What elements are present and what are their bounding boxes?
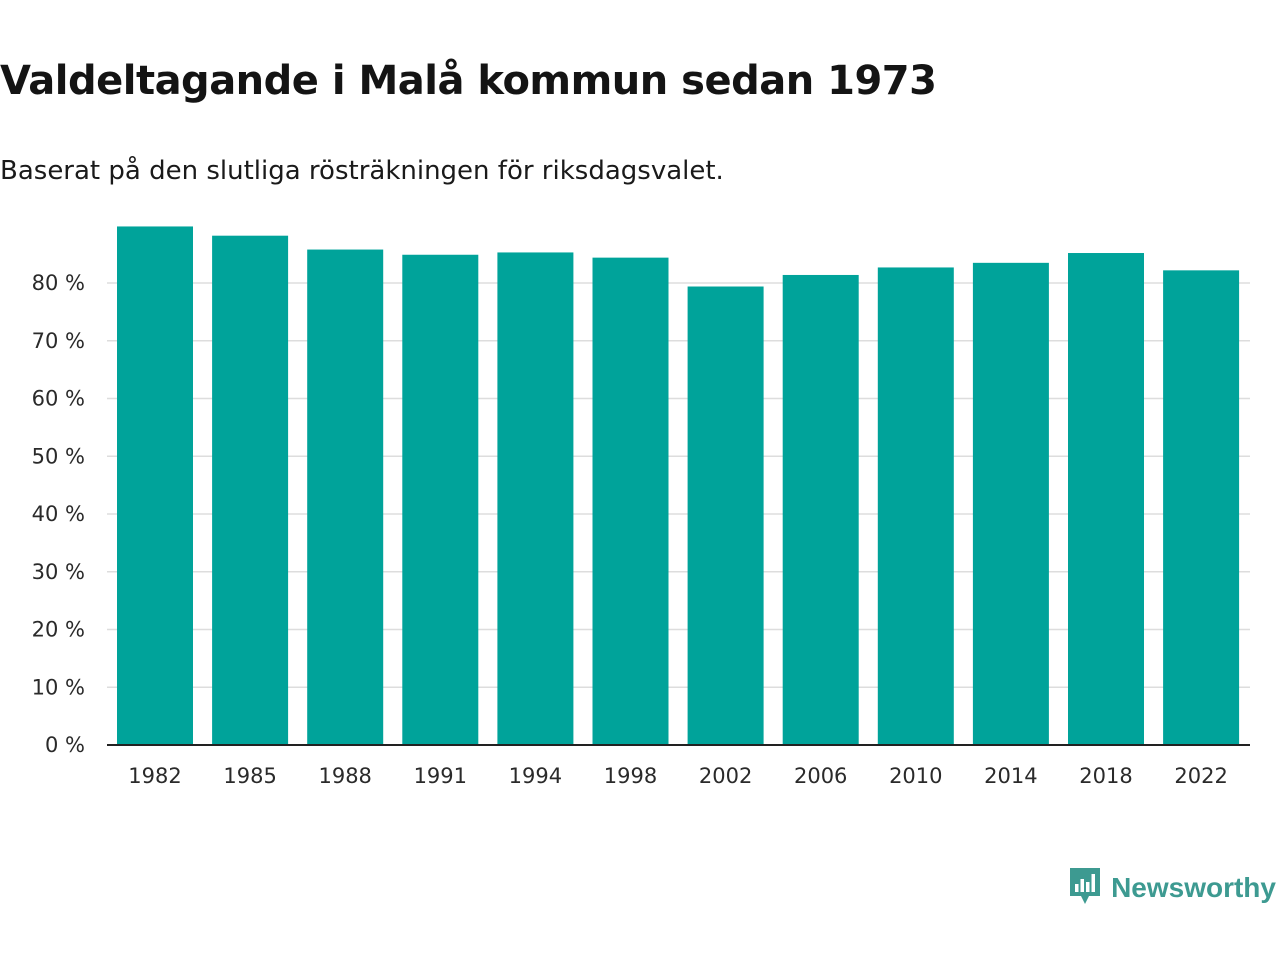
chart-title: Valdeltagande i Malå kommun sedan 1973: [0, 58, 937, 104]
y-tick-label: 40 %: [32, 502, 85, 526]
chart-subtitle: Baserat på den slutliga rösträkningen fö…: [0, 156, 724, 186]
newsworthy-logo-icon: [1067, 866, 1103, 910]
y-tick-label: 70 %: [32, 329, 85, 353]
y-tick-label: 80 %: [32, 271, 85, 295]
bar-1998: [592, 257, 669, 745]
x-tick-label: 2006: [794, 764, 847, 788]
bar-2006: [782, 274, 859, 745]
bar-2014: [972, 262, 1049, 745]
x-tick-label: 1988: [318, 764, 371, 788]
newsworthy-logo-text: Newsworthy: [1111, 872, 1276, 903]
y-tick-label: 20 %: [32, 618, 85, 642]
x-tick-label: 1994: [509, 764, 562, 788]
x-tick-label: 2010: [889, 764, 942, 788]
y-tick-label: 30 %: [32, 560, 85, 584]
x-tick-label: 2002: [699, 764, 752, 788]
y-tick-label: 60 %: [32, 387, 85, 411]
y-tick-label: 0 %: [45, 733, 85, 757]
bar-2018: [1068, 253, 1144, 745]
x-tick-label: 1985: [223, 764, 276, 788]
x-tick-label: 2014: [984, 764, 1037, 788]
bar-chart: 0 % 10 % 20 % 30 % 40 % 50 % 60 % 70 % 80 % 1982 1…: [32, 226, 1250, 788]
bar-2022: [1163, 270, 1240, 745]
bar-1988: [307, 249, 384, 745]
x-tick-label: 1991: [414, 764, 467, 788]
axes: 0 % 10 % 20 % 30 % 40 % 50 % 60 % 70 % 80 % 1982 1…: [32, 271, 1250, 788]
newsworthy-logo: Newsworthy: [1067, 866, 1276, 910]
x-tick-label: 1998: [604, 764, 657, 788]
bars: [117, 226, 1240, 746]
x-tick-label: 2018: [1079, 764, 1132, 788]
gridlines: [107, 282, 1250, 689]
bar-1994: [497, 252, 574, 746]
bar-1985: [212, 235, 289, 745]
y-tick-label: 50 %: [32, 444, 85, 468]
bar-1982: [117, 226, 193, 745]
x-tick-label: 2022: [1174, 764, 1227, 788]
bar-2010: [877, 267, 954, 745]
y-tick-label: 10 %: [32, 675, 85, 699]
bar-1991: [402, 254, 479, 745]
bar-2002: [687, 286, 764, 745]
x-tick-label: 1982: [128, 764, 181, 788]
